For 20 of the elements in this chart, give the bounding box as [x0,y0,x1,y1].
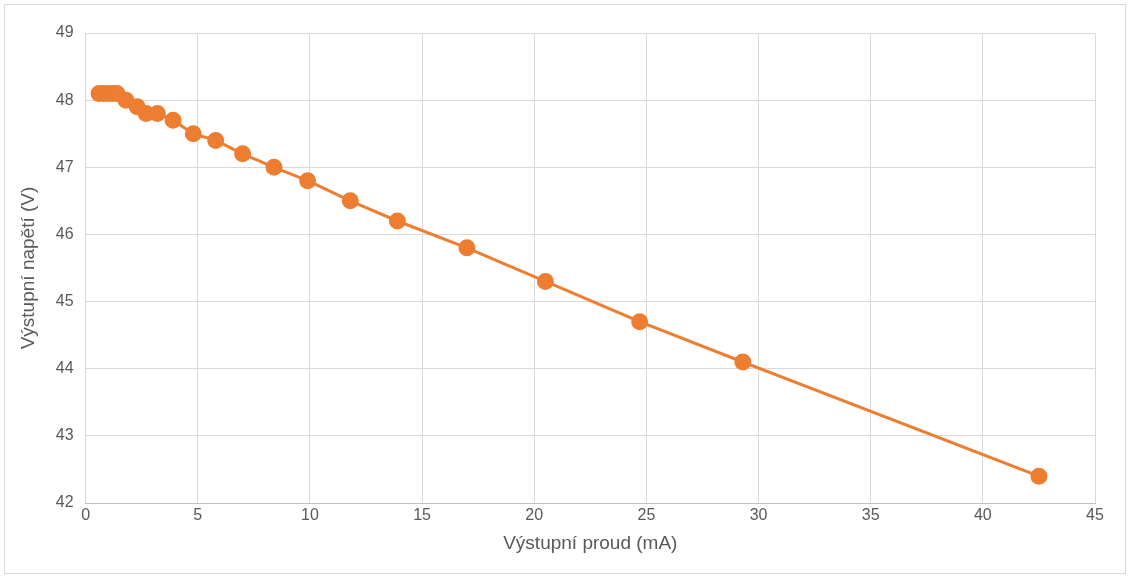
y-tick-label: 43 [55,426,74,444]
y-tick-label: 42 [55,493,74,511]
y-axis-title: Výstupní napětí (V) [16,186,38,350]
x-tick-label: 15 [413,506,432,524]
x-tick-label: 35 [861,506,880,524]
x-axis-title: Výstupní proud (mA) [503,531,678,553]
x-tick-label: 40 [973,506,992,524]
x-tick-label: 5 [193,506,203,524]
x-tick-label: 20 [525,506,544,524]
x-tick-label: 30 [749,506,768,524]
x-tick-label: 0 [81,506,91,524]
y-tick-label: 46 [55,224,74,242]
y-tick-label: 48 [55,90,74,108]
y-tick-label: 49 [55,23,74,41]
y-tick-label: 44 [55,359,74,377]
y-tick-label: 45 [55,291,74,309]
x-tick-label: 45 [1086,506,1104,524]
x-tick-label: 10 [301,506,319,524]
x-tick-label: 25 [637,506,656,524]
y-tick-label: 47 [55,157,74,175]
